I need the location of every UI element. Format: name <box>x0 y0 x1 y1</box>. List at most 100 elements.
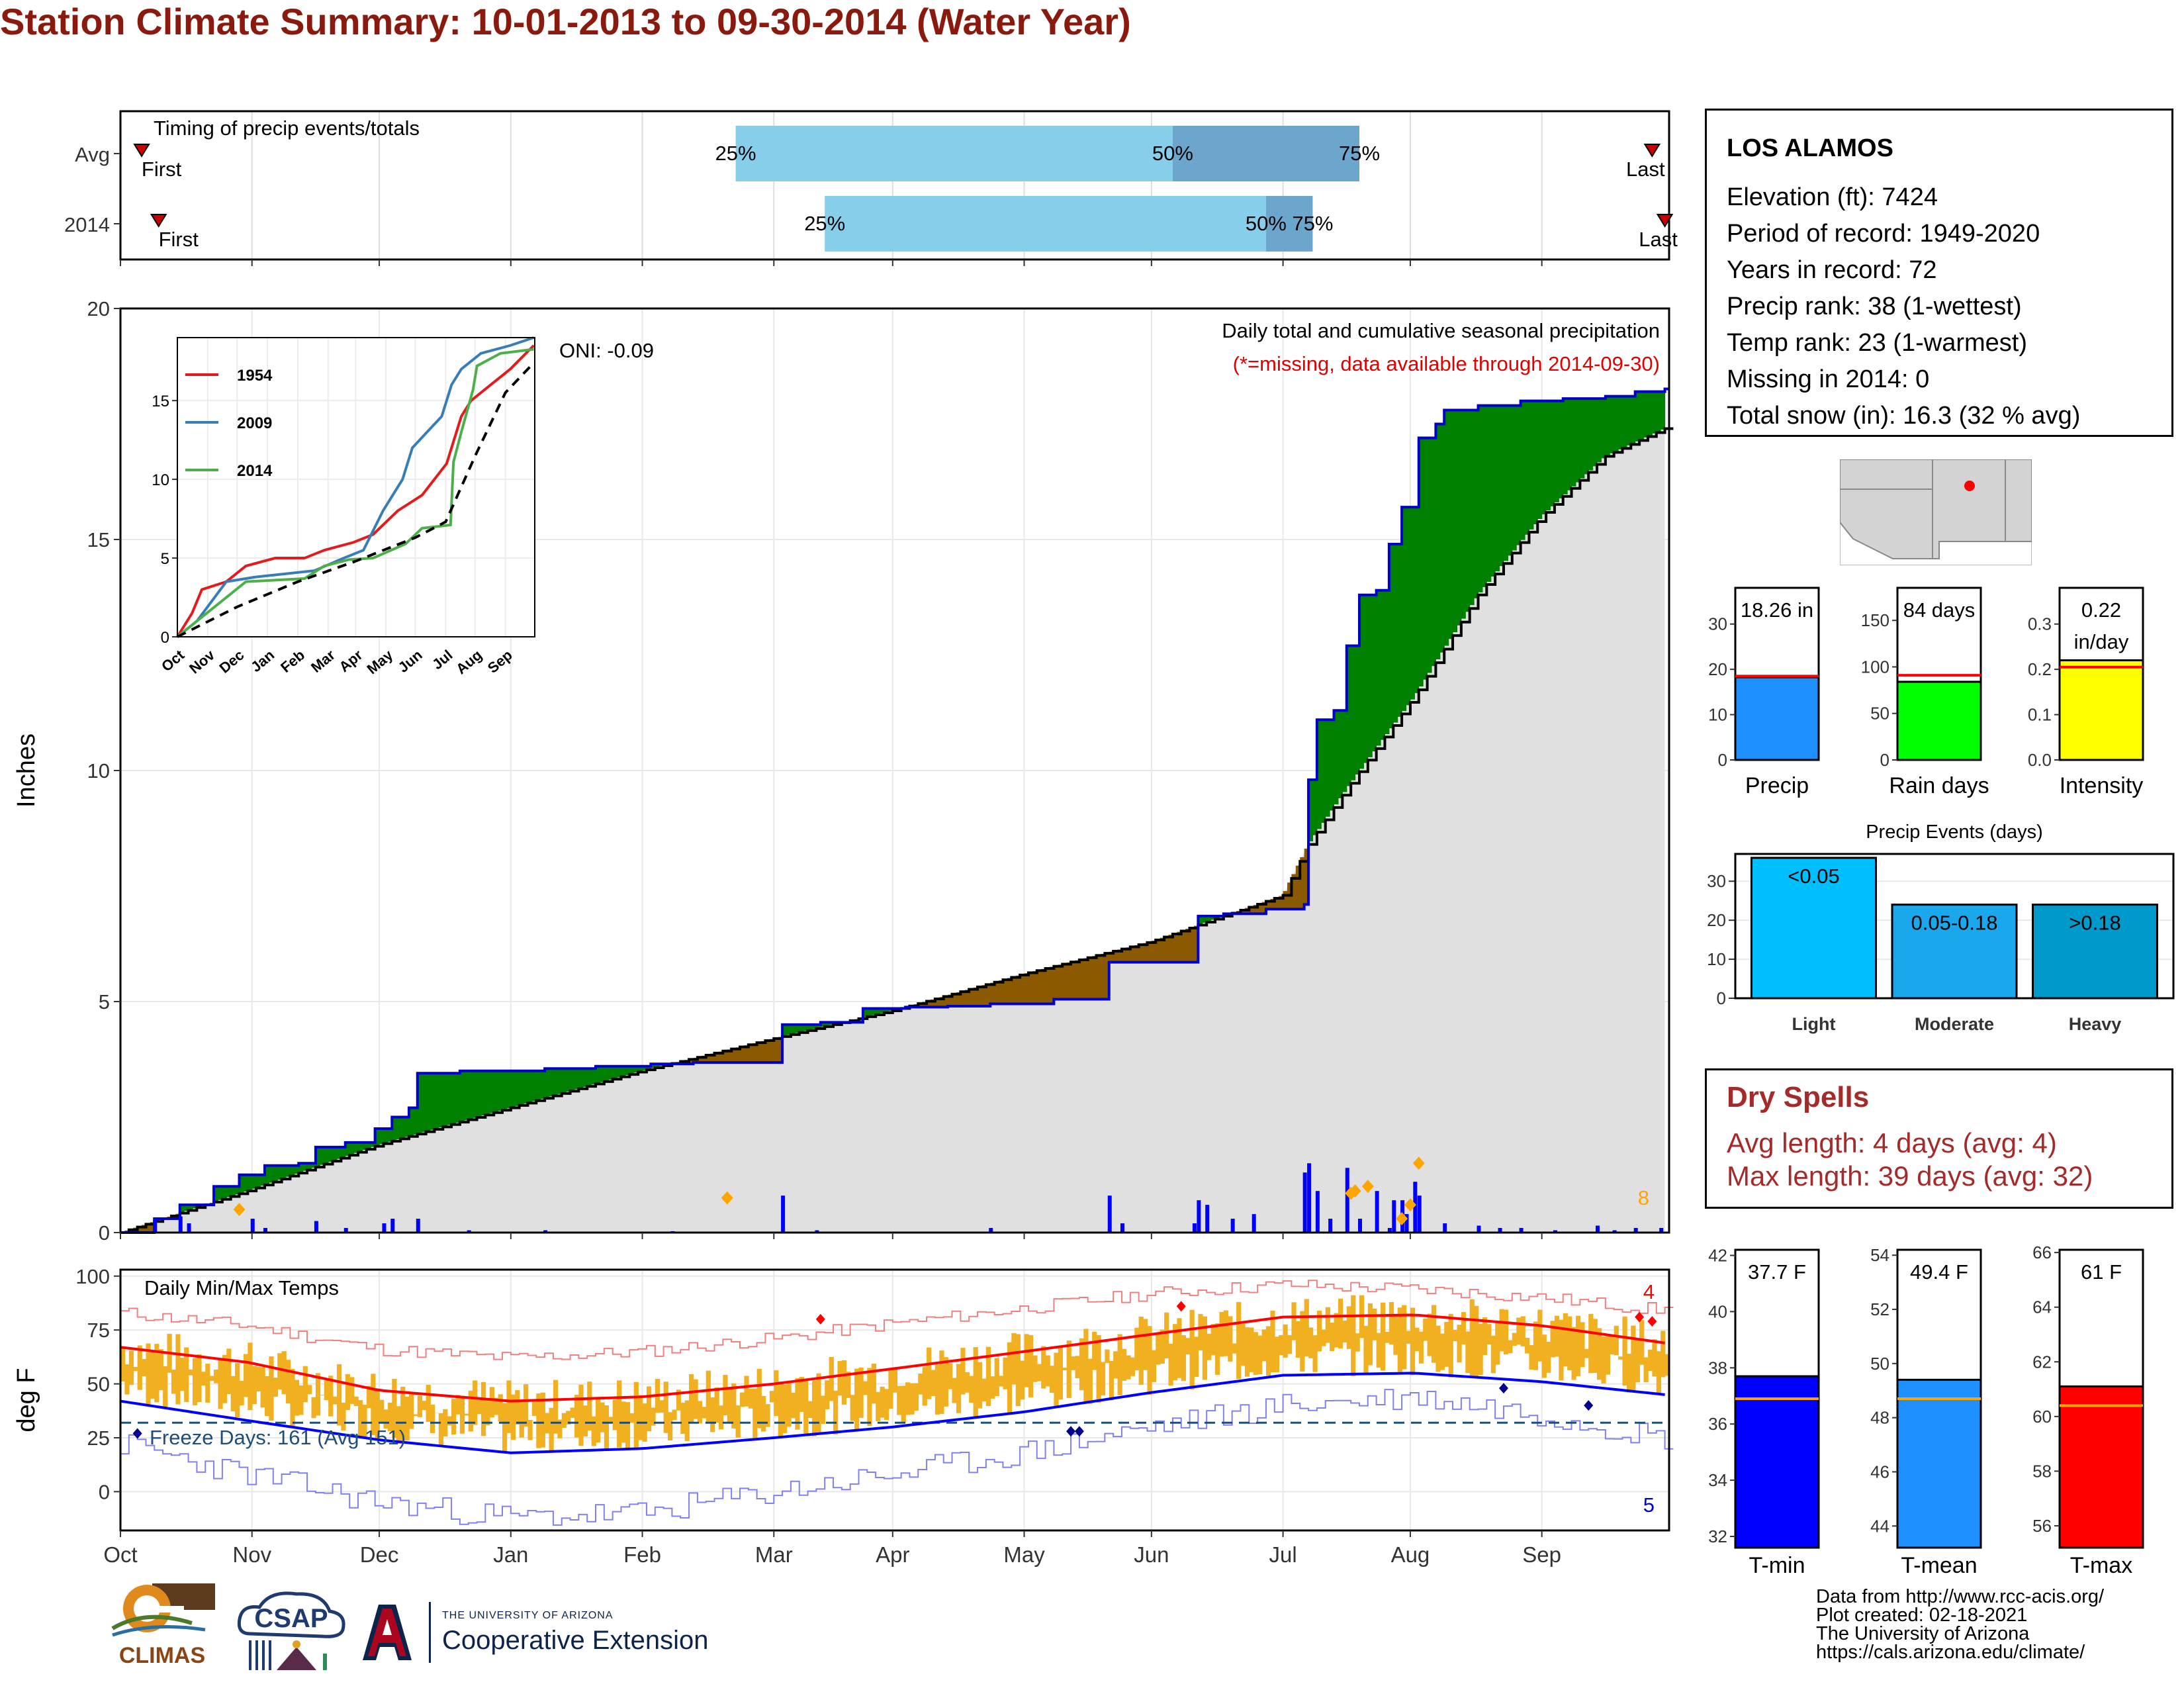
precip-departure-fill <box>498 1070 503 1111</box>
daily-temp-bar <box>188 1369 193 1376</box>
summary-y-tick-label: 150 <box>1861 610 1889 630</box>
daily-temp-bar <box>1418 1331 1424 1364</box>
daily-temp-bar <box>1083 1329 1089 1401</box>
daily-temp-bar <box>999 1376 1004 1387</box>
precip-departure-fill <box>1143 943 1148 962</box>
precip-departure-fill <box>1605 396 1610 455</box>
daily-temp-bar <box>286 1360 291 1404</box>
daily-temp-bar <box>943 1357 948 1407</box>
daily-temp-bar <box>1160 1329 1165 1364</box>
daily-temp-bar <box>1041 1346 1046 1389</box>
temp-x-tick-label: Oct <box>103 1542 137 1567</box>
events-chart-title: Precip Events (days) <box>1866 821 2043 843</box>
daily-temp-bar <box>1003 1357 1008 1389</box>
precip-departure-fill <box>1202 915 1207 923</box>
daily-temp-bar <box>1575 1315 1581 1376</box>
daily-temp-bar <box>413 1414 418 1417</box>
precip-departure-fill <box>1478 405 1483 592</box>
daily-precip-bar <box>1120 1223 1124 1233</box>
station-detail-line: Elevation (ft): 7424 <box>1727 183 1938 211</box>
precip-departure-fill <box>1490 405 1496 577</box>
record-low-marker <box>1498 1383 1508 1394</box>
daily-temp-bar <box>451 1399 457 1435</box>
daily-precip-bar <box>1251 1214 1256 1233</box>
daily-temp-bar <box>128 1350 134 1385</box>
daily-temp-bar <box>880 1386 885 1418</box>
daily-temp-bar <box>171 1370 177 1394</box>
precip-departure-fill <box>1431 438 1436 667</box>
precip-departure-fill <box>260 1174 265 1186</box>
precip-departure-fill <box>400 1117 406 1139</box>
daily-temp-bar <box>290 1369 295 1429</box>
precip-departure-fill <box>1592 399 1598 467</box>
daily-temp-bar <box>545 1413 550 1434</box>
snow-marker <box>1361 1180 1374 1194</box>
precip-departure-fill <box>417 1073 422 1134</box>
daily-temp-bar <box>1652 1339 1657 1377</box>
precip-departure-fill <box>600 1066 605 1082</box>
daily-temp-bar <box>400 1386 406 1441</box>
station-detail-line: Period of record: 1949-2020 <box>1727 220 2040 248</box>
temp-y-tick-label: 50 <box>87 1373 110 1396</box>
daily-temp-bar <box>795 1378 800 1430</box>
daily-temp-bar <box>1130 1357 1136 1376</box>
daily-temp-bar <box>205 1364 210 1403</box>
daily-temp-bar <box>468 1390 473 1432</box>
daily-temp-bar <box>1325 1307 1330 1343</box>
precip-departure-fill <box>629 1066 635 1074</box>
daily-temp-bar <box>307 1385 312 1395</box>
daily-temp-bar <box>931 1370 936 1396</box>
daily-temp-bar <box>1316 1310 1322 1352</box>
precip-departure-fill <box>1363 594 1369 763</box>
timing-last-marker <box>1656 214 1674 228</box>
daily-temp-bar <box>1334 1313 1339 1348</box>
daily-temp-bar <box>1342 1320 1347 1343</box>
record-low-count: 5 <box>1643 1493 1655 1517</box>
daily-temp-bar <box>332 1396 338 1405</box>
daily-temp-bar <box>137 1345 142 1390</box>
precip-departure-fill <box>1453 410 1458 633</box>
daily-temp-bar <box>684 1400 690 1441</box>
precip-departure-fill <box>718 1051 723 1063</box>
precip-departure-fill <box>477 1070 482 1117</box>
daily-temp-bar <box>566 1411 571 1425</box>
precip-departure-fill <box>1105 953 1110 1000</box>
daily-precip-bar <box>382 1223 387 1233</box>
precip-departure-fill <box>192 1205 197 1209</box>
precip-chart-title: Daily total and cumulative seasonal prec… <box>1222 319 1660 342</box>
precip-departure-fill <box>867 1008 872 1017</box>
ua-logo <box>363 1605 412 1660</box>
daily-precip-bar <box>1192 1223 1197 1233</box>
summary-value-label: 84 days <box>1903 598 1976 622</box>
precip-departure-fill <box>353 1142 359 1153</box>
daily-temp-bar <box>256 1366 261 1391</box>
daily-temp-bar <box>1279 1335 1284 1356</box>
precip-departure-fill <box>1003 979 1008 1004</box>
precip-departure-fill <box>769 1039 774 1063</box>
precip-departure-fill <box>570 1068 575 1091</box>
daily-temp-bar <box>197 1354 202 1403</box>
precip-departure-fill <box>1393 543 1398 723</box>
daily-temp-bar <box>133 1366 138 1372</box>
timing-first-marker <box>133 144 150 158</box>
daily-temp-bar <box>269 1356 274 1421</box>
summary-panel-label: T-max <box>2070 1553 2132 1578</box>
daily-temp-bar <box>969 1376 974 1403</box>
timing-bar-25-50 <box>825 196 1266 252</box>
inset-y-tick-label: 0 <box>161 629 169 647</box>
daily-temp-bar <box>536 1393 541 1448</box>
daily-precip-bar <box>343 1228 348 1233</box>
daily-temp-bar <box>1381 1302 1386 1371</box>
daily-temp-bar <box>1431 1305 1437 1363</box>
precip-departure-fill <box>934 998 940 1008</box>
precip-departure-fill <box>1397 543 1402 717</box>
daily-precip-bar <box>1375 1191 1379 1233</box>
daily-temp-bar <box>281 1351 287 1395</box>
daily-temp-bar <box>1295 1321 1301 1358</box>
summary-y-tick-label: 48 <box>1870 1408 1889 1428</box>
daily-temp-bar <box>1058 1346 1064 1400</box>
summary-bar-T-mean <box>1896 1378 1982 1549</box>
precip-departure-fill <box>1270 899 1275 910</box>
precip-departure-fill <box>358 1142 363 1152</box>
station-detail-line: Precip rank: 38 (1-wettest) <box>1727 293 2022 320</box>
